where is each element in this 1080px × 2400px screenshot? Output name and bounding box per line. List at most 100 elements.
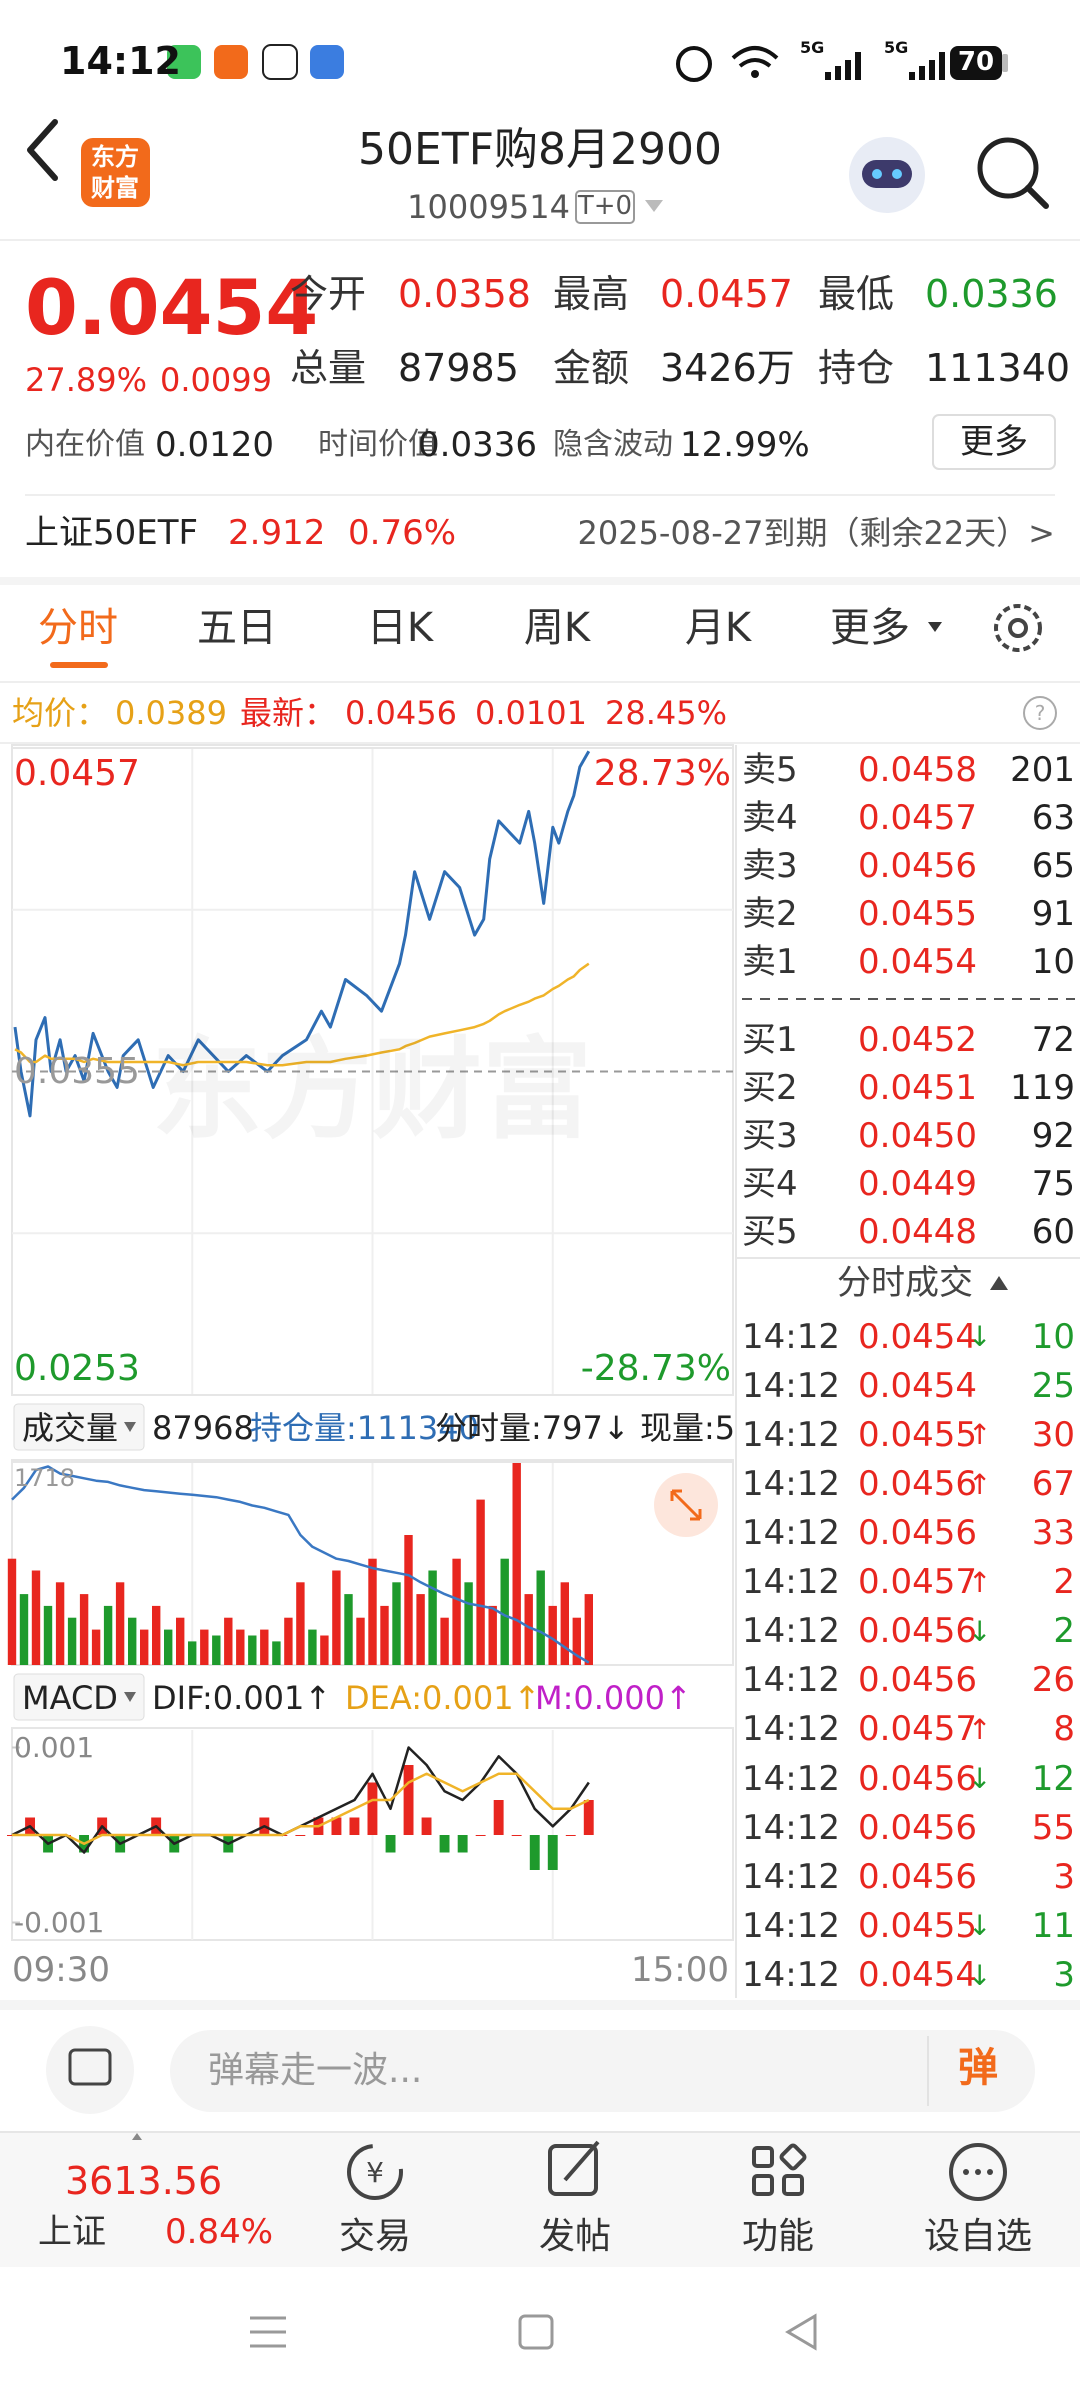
book-label: 卖3 [742,845,798,886]
post-icon[interactable] [548,2144,598,2196]
volume-bar [332,1570,341,1665]
volume-bar [224,1617,233,1665]
volume-bar [176,1617,185,1665]
nav-item[interactable]: 发帖 [538,2216,612,2258]
trade-qty: 3 [1053,1954,1075,1995]
more-button-label[interactable]: 更多 [960,421,1028,462]
trades-title: 分时成交 [837,1262,973,1303]
underlying-name: 上证50ETF [25,512,199,553]
watchlist-icon[interactable] [949,2143,1007,2201]
dropdown-icon[interactable] [645,200,663,212]
tab[interactable]: 日K [366,605,434,651]
system-back[interactable] [785,2313,817,2351]
current-volume: 现量:55 [640,1408,734,1447]
tab[interactable]: 月K [684,605,752,651]
nav-item[interactable]: 交易 [338,2216,412,2258]
comment-placeholder: 弹幕走一波... [208,2050,423,2092]
m-value: M:0.000↑ [535,1678,692,1717]
system-home[interactable] [518,2314,554,2350]
tab[interactable]: 更多 [830,605,910,651]
book-label: 卖4 [742,797,798,838]
trade-price: 0.0457 [858,1709,977,1750]
more-button[interactable] [932,414,1056,470]
volume-bar [284,1617,293,1665]
function-icon-part [779,2143,807,2171]
trade-qty: 30 [1031,1414,1075,1455]
macd-bar [403,1765,414,1835]
expiry: 2025-08-27到期（剩余22天）> [577,513,1055,552]
book-label: 卖5 [742,749,798,790]
trade-time: 14:12 [742,1709,840,1750]
comment-button[interactable]: 弹 [958,2045,998,2091]
volume-bar [115,1582,125,1665]
system-menu[interactable] [250,2316,286,2348]
extra-label: 时间价值 [318,427,438,462]
tab-dropdown-icon [928,622,942,632]
volume-selector-label[interactable]: 成交量 [22,1408,119,1447]
dea-value: DEA:0.001↑ [345,1678,541,1717]
help-icon[interactable] [1023,696,1057,730]
tab[interactable]: 分时 [38,605,118,651]
function-icon[interactable] [752,2146,774,2168]
book-price: 0.0454 [858,941,977,982]
volume-selector[interactable] [13,1403,145,1451]
trade-time: 14:12 [742,1905,840,1946]
trade-icon[interactable] [347,2144,403,2200]
settings-icon[interactable] [994,604,1042,652]
trade-time: 14:12 [742,1463,840,1504]
y-tick-label: 1718 [14,1463,76,1492]
stat-label: 今开 [290,272,367,317]
battery-level: 70 [957,47,995,78]
tab[interactable]: 周K [523,605,591,651]
book-label: 买5 [742,1212,798,1253]
trade-qty: 55 [1031,1807,1075,1848]
volume-total: 87968 [152,1408,254,1447]
trade-arrow: ↓ [968,1958,992,1992]
back-button[interactable] [27,119,58,181]
assistant-face [862,160,912,188]
nav-item[interactable]: 功能 [741,2216,815,2258]
index-value: 3613.56 [65,2159,223,2204]
trade-price: 0.0456 [858,1758,977,1799]
volume-bar [512,1462,521,1665]
nav-item[interactable]: 设自选 [923,2216,1033,2258]
open-interest-line [11,1465,590,1664]
dea-line [12,1772,590,1846]
battery-tip [1002,54,1008,72]
tab[interactable]: 五日 [197,605,277,651]
watchlist-icon-dot [963,2169,969,2175]
volume-bar [476,1499,485,1665]
comment-toggle[interactable] [46,2026,134,2114]
comment-input[interactable] [170,2030,1035,2112]
volume-bar [19,1594,29,1665]
volume-bar [103,1605,113,1665]
wifi-icon [731,46,779,68]
volume-bar [55,1582,65,1665]
volume-bar [584,1594,593,1665]
stat-value: 111340 [925,346,1071,391]
indicator-label[interactable]: MACD [22,1678,118,1717]
charts [7,622,1008,1940]
book-qty: 72 [1031,1019,1075,1060]
trade-qty: 67 [1031,1463,1075,1504]
search-icon[interactable] [977,137,1039,199]
indicator-selector[interactable] [13,1673,145,1721]
volume-bar [404,1535,413,1665]
macd-bar [7,1835,17,1836]
macd-bar [349,1817,360,1835]
volume-bar [392,1582,401,1665]
divider-band [0,577,1080,585]
book-price: 0.0457 [858,797,977,838]
trade-qty: 11 [1031,1905,1075,1946]
macd-bar [457,1835,468,1853]
underlying-change: 0.76% [348,512,457,553]
stat-value: 3426万 [660,346,795,391]
macd-bar [475,1835,486,1836]
book-qty: 119 [1010,1067,1075,1108]
trade-qty: 26 [1031,1660,1075,1701]
book-price: 0.0456 [858,845,977,886]
macd-bar [583,1800,594,1835]
trade-time: 14:12 [742,1611,840,1652]
